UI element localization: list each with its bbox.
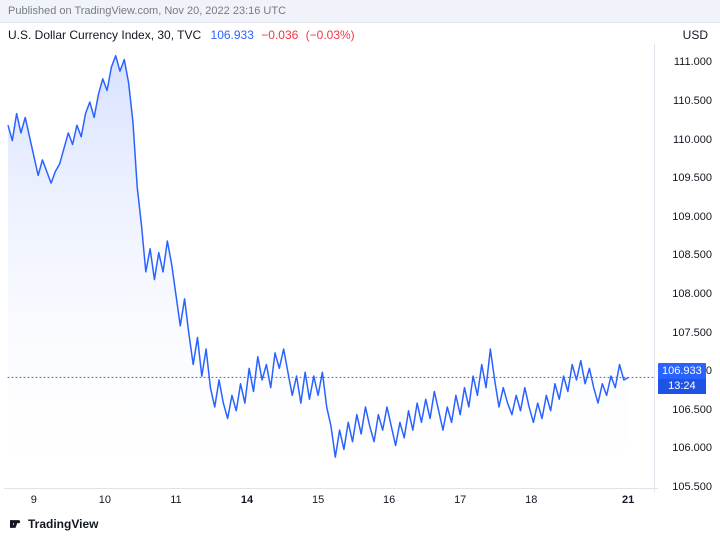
x-tick-label: 21 xyxy=(622,494,634,506)
y-tick-label: 107.500 xyxy=(660,327,712,339)
y-tick-label: 108.500 xyxy=(660,249,712,261)
x-tick-label: 16 xyxy=(383,494,395,506)
y-tick-label: 110.000 xyxy=(660,134,712,146)
tv-glyph-icon xyxy=(10,517,24,531)
y-tick-label: 106.000 xyxy=(660,442,712,454)
y-tick-label: 111.000 xyxy=(660,56,712,68)
price-chart[interactable] xyxy=(0,0,720,537)
y-tick-label: 108.000 xyxy=(660,288,712,300)
x-tick-label: 17 xyxy=(454,494,466,506)
x-tick-label: 14 xyxy=(241,494,253,506)
y-tick-label: 105.500 xyxy=(660,481,712,493)
flag-countdown: 13:24 xyxy=(658,379,706,394)
tradingview-logo: TradingView xyxy=(10,517,98,531)
y-tick-label: 110.500 xyxy=(660,95,712,107)
y-tick-label: 109.000 xyxy=(660,211,712,223)
x-tick-label: 11 xyxy=(170,494,181,506)
x-tick-label: 9 xyxy=(31,494,37,506)
x-tick-label: 10 xyxy=(99,494,111,506)
x-tick-label: 15 xyxy=(312,494,324,506)
last-price-flag: 106.933 13:24 xyxy=(658,363,706,394)
flag-price: 106.933 xyxy=(662,365,702,378)
tv-logo-text: TradingView xyxy=(28,517,98,531)
y-tick-label: 109.500 xyxy=(660,172,712,184)
x-tick-label: 18 xyxy=(525,494,537,506)
y-tick-label: 106.500 xyxy=(660,404,712,416)
